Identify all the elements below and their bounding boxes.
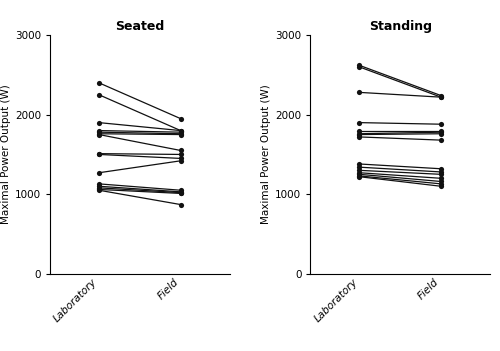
Point: [176, 191, 184, 196]
Point: [437, 179, 445, 184]
Point: [176, 116, 184, 121]
Point: [95, 185, 103, 191]
Point: [437, 181, 445, 187]
Point: [95, 128, 103, 133]
Point: [356, 90, 364, 95]
Point: [437, 131, 445, 137]
Point: [95, 152, 103, 157]
Point: [176, 152, 184, 157]
Point: [437, 128, 445, 133]
Point: [356, 172, 364, 177]
Point: [356, 167, 364, 173]
Point: [176, 155, 184, 161]
Point: [356, 164, 364, 170]
Point: [437, 137, 445, 143]
Point: [176, 202, 184, 207]
Point: [95, 170, 103, 176]
Point: [356, 174, 364, 179]
Point: [437, 166, 445, 172]
Point: [176, 189, 184, 195]
Y-axis label: Maximal Power Output (W): Maximal Power Output (W): [0, 85, 10, 224]
Point: [437, 121, 445, 127]
Point: [356, 170, 364, 176]
Point: [95, 181, 103, 187]
Point: [356, 120, 364, 125]
Point: [356, 62, 364, 68]
Point: [95, 131, 103, 137]
Point: [95, 132, 103, 137]
Point: [437, 94, 445, 100]
Point: [437, 169, 445, 175]
Point: [437, 176, 445, 181]
Point: [95, 187, 103, 192]
Point: [176, 158, 184, 164]
Point: [95, 120, 103, 125]
Point: [176, 190, 184, 196]
Point: [356, 64, 364, 70]
Point: [95, 151, 103, 157]
Point: [437, 184, 445, 189]
Point: [356, 161, 364, 167]
Point: [176, 128, 184, 133]
Point: [437, 94, 445, 100]
Point: [356, 128, 364, 133]
Y-axis label: Maximal Power Output (W): Maximal Power Output (W): [261, 85, 271, 224]
Point: [95, 130, 103, 135]
Point: [356, 134, 364, 140]
Point: [176, 130, 184, 135]
Point: [95, 187, 103, 193]
Point: [176, 148, 184, 153]
Point: [437, 93, 445, 98]
Point: [356, 132, 364, 137]
Title: Standing: Standing: [368, 20, 432, 33]
Point: [437, 172, 445, 177]
Point: [176, 187, 184, 193]
Point: [95, 80, 103, 86]
Point: [437, 130, 445, 135]
Point: [356, 131, 364, 137]
Point: [356, 173, 364, 179]
Point: [176, 132, 184, 137]
Point: [95, 184, 103, 189]
Point: [95, 92, 103, 98]
Title: Seated: Seated: [115, 20, 164, 33]
Point: [176, 131, 184, 137]
Point: [176, 128, 184, 133]
